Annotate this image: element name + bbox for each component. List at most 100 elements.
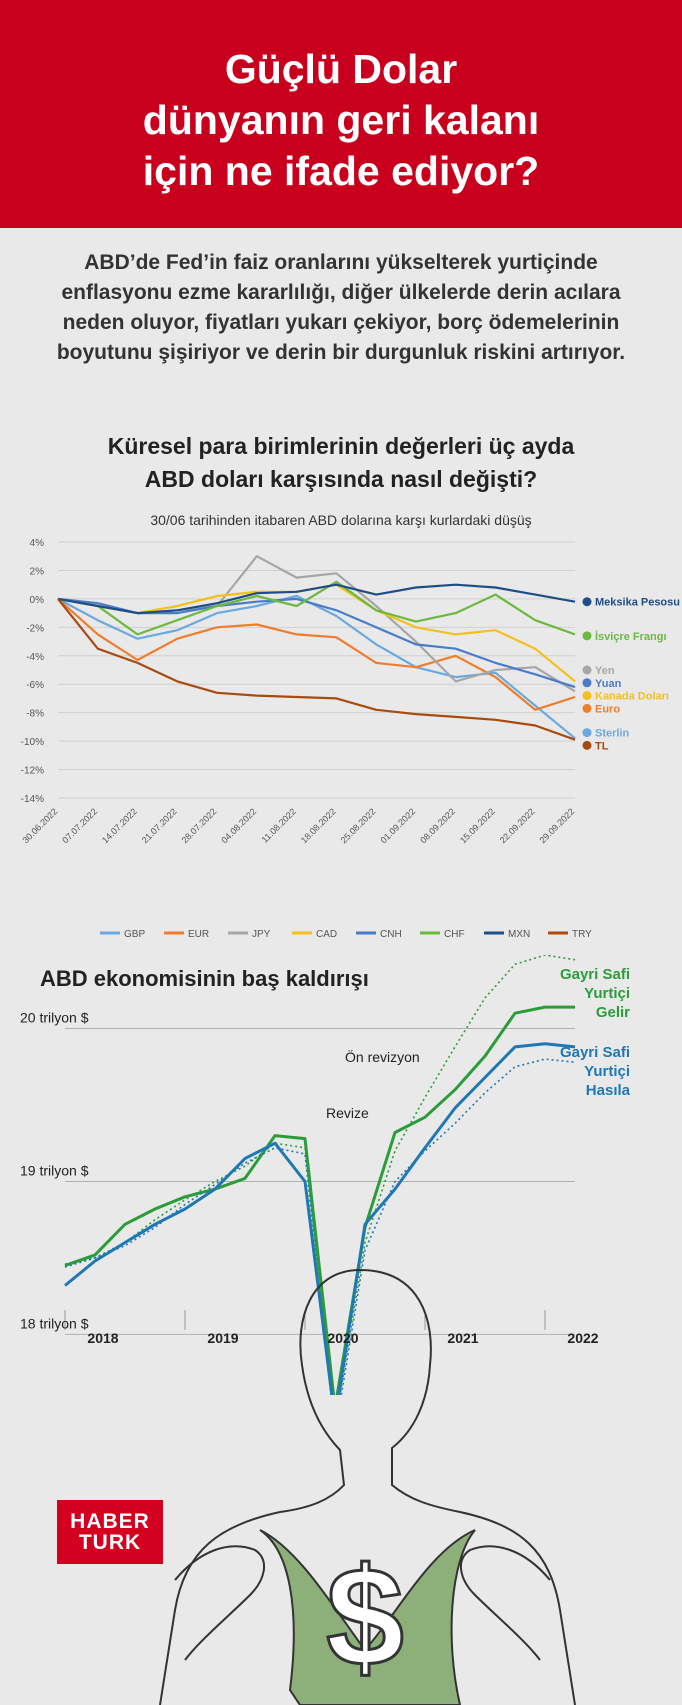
gdp-chart: 18 trilyon $ 19 trilyon $ 20 trilyon $ 2018… — [20, 955, 631, 1395]
end-label-flag-icon — [582, 703, 592, 713]
chart1-x-tick-label: 29.09.2022 — [537, 806, 576, 845]
chart2-x-tick-label: 2021 — [447, 1330, 478, 1346]
chart2-y-tick-label: 20 trilyon $ — [20, 1010, 89, 1026]
currency-chart: 4% 2% 0% -2% -4% -6% -8% -10% -12% -14% 30.06.202… — [20, 538, 680, 940]
chart1-x-tick-label: 30.06.2022 — [20, 806, 59, 845]
logo-line-1: HABER — [70, 1510, 150, 1533]
chart1-x-tick-label: 08.09.2022 — [418, 806, 457, 845]
chart2-x-tick-label: 2022 — [567, 1330, 598, 1346]
gsyh-series-label: Gayri Safi — [560, 1044, 630, 1061]
superhero-illustration: $ — [159, 1269, 576, 1705]
chart1-y-tick-label: -6% — [26, 680, 44, 691]
illus-shirt-opening — [259, 1529, 476, 1705]
chart2-title: ABD ekonomisinin baş kaldırışı — [40, 966, 369, 991]
end-label-flag-icon — [582, 740, 592, 750]
chart2-y-tick-label: 19 trilyon $ — [20, 1162, 89, 1178]
chart2-y-tick-label: 18 trilyon $ — [20, 1315, 89, 1331]
illus-head-outline — [279, 1269, 461, 1513]
chart1-y-ticks: 4% 2% 0% -2% -4% -6% -8% -10% -12% -14% — [21, 538, 44, 805]
end-label-text: TL — [595, 740, 609, 752]
gsyh-series-label: Yurtiçi — [584, 1063, 630, 1080]
chart1-y-tick-label: -10% — [21, 737, 44, 748]
chart1-x-tick-label: 21.07.2022 — [140, 806, 179, 845]
legend-label: JPY — [252, 929, 271, 940]
chart1-y-tick-label: -14% — [21, 794, 44, 805]
end-label-text: Yuan — [595, 678, 622, 690]
section1-title-line-2: ABD doları karşısında nasıl değişti? — [144, 466, 538, 492]
gsyg-series-label: Gelir — [596, 1004, 630, 1021]
haberturk-logo: HABER TURK — [57, 1500, 163, 1564]
end-label-flag-icon — [582, 691, 592, 701]
series-line-try — [57, 598, 576, 741]
annotation-revize: Revize — [326, 1105, 369, 1121]
series-line-jpy — [57, 555, 576, 693]
legend-label: TRY — [572, 929, 592, 940]
logo-line-2: TURK — [78, 1531, 142, 1554]
chart2-grid — [64, 1028, 575, 1335]
title-line-2: dünyanın geri kalanı — [142, 97, 540, 143]
legend-label: GBP — [124, 929, 145, 940]
chart2-x-tick-label: 2018 — [87, 1330, 118, 1346]
chart2-x-tick-label: 2020 — [327, 1330, 358, 1346]
end-label-flag-icon — [582, 597, 592, 607]
chart1-x-tick-label: 01.09.2022 — [378, 806, 417, 845]
illus-left-hand — [174, 1545, 265, 1661]
chart1-x-tick-label: 14.07.2022 — [100, 806, 139, 845]
page-title: Güçlü Dolar dünyanın geri kalanı için ne… — [0, 44, 682, 197]
illus-shoulders — [159, 1511, 576, 1705]
end-label-text: Yen — [595, 665, 615, 677]
series-line-chf — [57, 580, 576, 636]
chart1-x-tick-label: 25.08.2022 — [339, 806, 378, 845]
illus-right-hand — [460, 1545, 551, 1661]
legend-label: CAD — [316, 929, 337, 940]
end-label-text: Euro — [595, 703, 620, 715]
illus-dollar-sign: $ — [326, 1538, 404, 1695]
chart1-grid — [58, 541, 575, 799]
end-label-text: Kanada Doları — [595, 691, 669, 703]
chart2-text: 18 trilyon $ 19 trilyon $ 20 trilyon $ 2018… — [20, 966, 631, 1346]
series-line-eur — [57, 598, 576, 711]
legend-label: CNH — [380, 929, 402, 940]
chart1-x-tick-label: 22.09.2022 — [498, 806, 537, 845]
intro-text: ABD’de Fed’in faiz oranlarını yükseltere… — [56, 251, 626, 364]
title-line-1: Güçlü Dolar — [224, 46, 458, 92]
chart1-x-tick-label: 18.08.2022 — [299, 806, 338, 845]
chart1-y-tick-label: -8% — [26, 709, 44, 720]
end-label-flag-icon — [582, 665, 592, 675]
section1-title-line-1: Küresel para birimlerinin değerleri üç a… — [107, 433, 575, 459]
chart1-x-tick-label: 15.09.2022 — [458, 806, 497, 845]
chart1-legend: GBP EUR JPY CAD CNH CHF MXN TRY — [100, 929, 592, 940]
chart1-section-title: Küresel para birimlerinin değerleri üç a… — [20, 430, 662, 496]
header-banner: Güçlü Dolar dünyanın geri kalanı için ne… — [0, 0, 682, 228]
gsyg-series-label: Gayri Safi — [560, 966, 630, 983]
series-line-gbp — [57, 594, 576, 740]
end-label-flag-icon — [582, 678, 592, 688]
chart1-x-ticks: 30.06.2022 07.07.2022 14.07.2022 21.07.2022… — [20, 806, 576, 845]
chart1-x-tick-label: 04.08.2022 — [219, 806, 258, 845]
legend-label: EUR — [188, 929, 209, 940]
chart1-series-lines — [57, 555, 576, 741]
chart1-end-labels: Meksika Pesosu İsviçre Frangı YenYuanKanad… — [582, 597, 680, 752]
legend-label: MXN — [508, 929, 530, 940]
chart2-x-tick-label: 2019 — [207, 1330, 238, 1346]
series-line-mxn — [57, 583, 576, 615]
end-label-text: Meksika Pesosu — [595, 597, 680, 609]
chart1-y-tick-label: -2% — [26, 623, 44, 634]
chart1-y-tick-label: -12% — [21, 766, 44, 777]
chart1-x-tick-label: 11.08.2022 — [260, 806, 298, 844]
gsyh-series-label: Hasıla — [586, 1082, 631, 1099]
chart1-y-tick-label: 0% — [30, 595, 45, 606]
chart1-x-tick-label: 07.07.2022 — [60, 806, 99, 845]
chart1-x-tick-label: 28.07.2022 — [180, 806, 219, 845]
chart1-y-tick-label: 4% — [30, 538, 45, 549]
end-label-text: İsviçre Frangı — [595, 630, 667, 643]
chart1-title: 30/06 tarihinden itabaren ABD dolarına k… — [150, 512, 532, 528]
chart1-y-tick-label: -4% — [26, 652, 44, 663]
annotation-on-revizyon: Ön revizyon — [345, 1048, 420, 1065]
gsyg-series-label: Yurtiçi — [584, 985, 630, 1002]
end-label-text: Sterlin — [595, 728, 630, 740]
end-label-flag-icon — [582, 728, 592, 738]
end-label-flag-icon — [582, 631, 592, 641]
chart1-y-tick-label: 2% — [30, 566, 45, 577]
legend-label: CHF — [444, 929, 465, 940]
